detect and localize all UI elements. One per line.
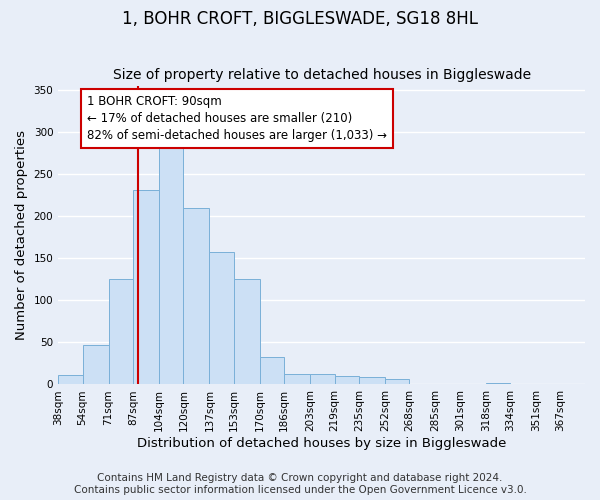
Bar: [133, 190, 159, 384]
Bar: [184, 208, 209, 384]
Bar: [83, 345, 109, 385]
Bar: [310, 374, 335, 384]
Bar: [209, 252, 234, 384]
Bar: [109, 278, 133, 384]
Bar: [234, 280, 260, 384]
Y-axis label: Number of detached properties: Number of detached properties: [15, 130, 28, 340]
Bar: [159, 146, 184, 384]
X-axis label: Distribution of detached houses by size in Biggleswade: Distribution of detached houses by size …: [137, 437, 506, 450]
Text: 1 BOHR CROFT: 90sqm
← 17% of detached houses are smaller (210)
82% of semi-detac: 1 BOHR CROFT: 90sqm ← 17% of detached ho…: [87, 95, 387, 142]
Bar: [335, 376, 359, 384]
Bar: [486, 383, 510, 384]
Bar: [385, 380, 409, 384]
Bar: [260, 356, 284, 384]
Bar: [284, 374, 310, 384]
Bar: [359, 377, 385, 384]
Title: Size of property relative to detached houses in Biggleswade: Size of property relative to detached ho…: [113, 68, 530, 82]
Bar: [58, 375, 83, 384]
Text: Contains HM Land Registry data © Crown copyright and database right 2024.
Contai: Contains HM Land Registry data © Crown c…: [74, 474, 526, 495]
Text: 1, BOHR CROFT, BIGGLESWADE, SG18 8HL: 1, BOHR CROFT, BIGGLESWADE, SG18 8HL: [122, 10, 478, 28]
